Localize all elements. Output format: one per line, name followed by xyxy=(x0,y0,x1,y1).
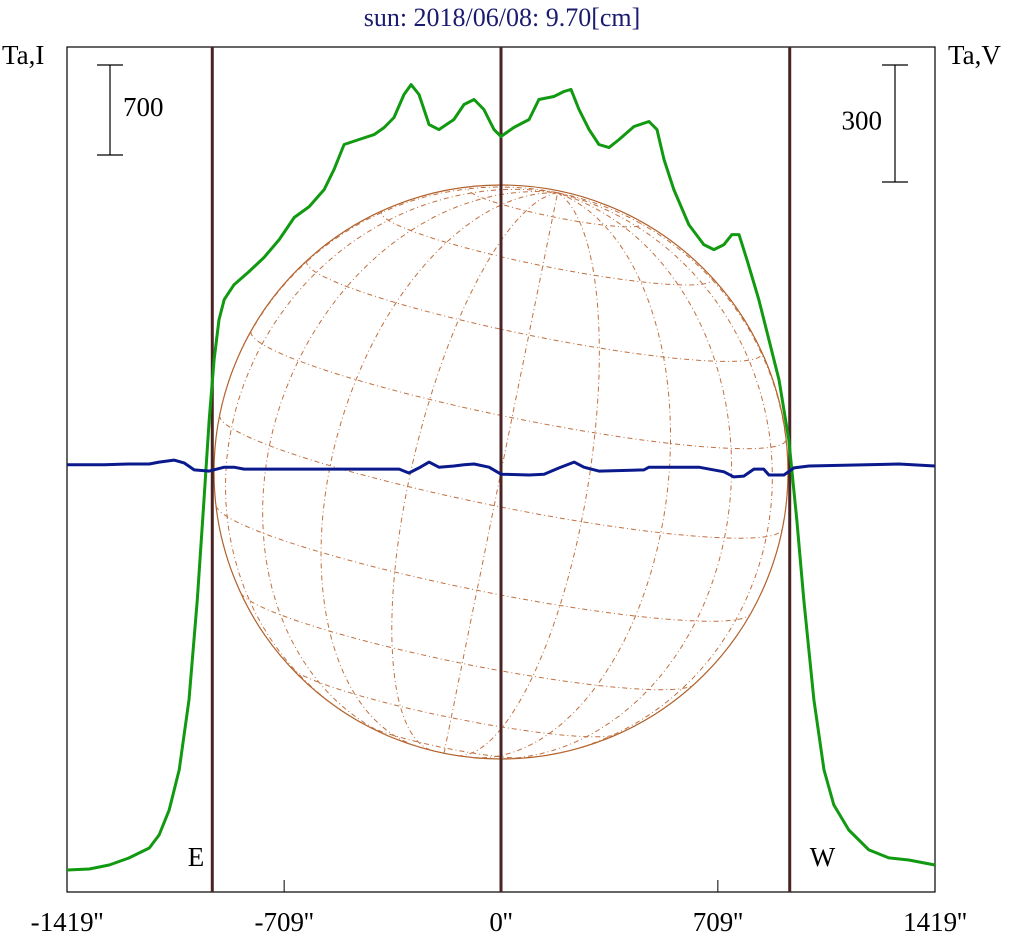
parallel xyxy=(381,209,713,286)
meridian xyxy=(470,192,671,759)
parallel xyxy=(306,260,763,362)
parallel xyxy=(250,331,787,450)
scale-label: 300 xyxy=(842,106,883,136)
meridian xyxy=(320,192,558,748)
scale-label: 700 xyxy=(123,92,164,122)
parallel xyxy=(215,505,751,622)
meridian xyxy=(391,192,558,751)
y-axis-label: Ta,I xyxy=(2,40,44,70)
meridian xyxy=(557,192,789,530)
x-tick-label: 1419'' xyxy=(903,907,967,937)
y2-axis-label: Ta,V xyxy=(948,40,1001,70)
x-tick-label: -1419'' xyxy=(31,907,104,937)
meridian xyxy=(262,190,558,741)
x-tick-label: 0'' xyxy=(489,907,512,937)
chart-title: sun: 2018/06/08: 9.70[cm] xyxy=(364,3,641,32)
x-tick-label: -709'' xyxy=(255,907,314,937)
parallel xyxy=(219,415,783,539)
parallel xyxy=(467,185,643,228)
meridian xyxy=(557,192,773,754)
parallel xyxy=(240,592,694,691)
meridian xyxy=(443,192,559,754)
series-line xyxy=(67,458,936,479)
x-tick-label: 709'' xyxy=(693,907,743,937)
meridian xyxy=(219,186,558,416)
limb-label: W xyxy=(810,842,836,872)
limb-label: E xyxy=(188,842,205,872)
meridian xyxy=(224,188,558,710)
series-line xyxy=(66,83,936,872)
meridian xyxy=(492,192,733,760)
